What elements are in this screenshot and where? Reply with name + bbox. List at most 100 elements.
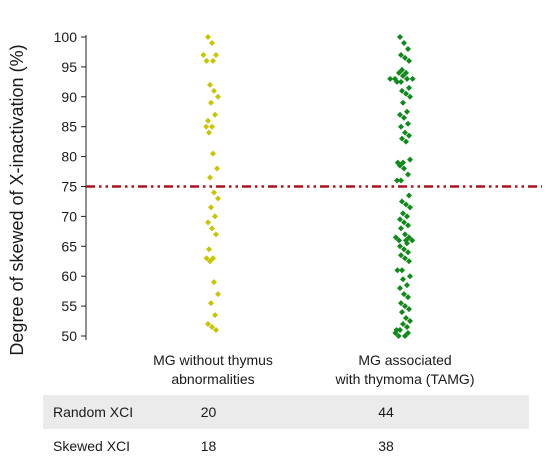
point-tamg [406, 84, 412, 91]
point-tamg [394, 267, 401, 274]
point-tamg [397, 243, 403, 250]
point-mg-without-thymus [212, 213, 218, 220]
point-tamg [404, 108, 410, 115]
point-mg-without-thymus [214, 165, 220, 172]
point-tamg [409, 75, 416, 82]
y-tick-label: 75 [61, 179, 77, 195]
count-mg-without-thymus: 18 [165, 429, 252, 463]
point-tamg [405, 222, 411, 229]
point-mg-without-thymus [205, 117, 211, 124]
row-label: Random XCI [43, 395, 165, 429]
point-mg-without-thymus [206, 129, 212, 136]
y-tick-label: 50 [61, 328, 77, 344]
point-mg-without-thymus [209, 225, 215, 232]
point-mg-without-thymus [213, 327, 219, 334]
point-tamg [405, 45, 411, 52]
point-tamg [402, 333, 408, 339]
point-mg-without-thymus [211, 189, 217, 196]
point-tamg [402, 303, 408, 310]
point-tamg [399, 267, 405, 274]
point-mg-without-thymus [207, 81, 213, 88]
row-label: Skewed XCI [43, 429, 165, 463]
point-tamg [401, 219, 407, 226]
point-mg-without-thymus [213, 51, 219, 58]
point-tamg [398, 252, 404, 259]
count-tamg: 38 [362, 429, 410, 463]
count-tamg: 44 [362, 395, 410, 429]
point-mg-without-thymus [205, 321, 211, 328]
point-tamg [407, 318, 413, 325]
point-tamg [396, 237, 402, 244]
point-mg-without-thymus [213, 231, 219, 238]
point-tamg [397, 327, 403, 334]
point-tamg [402, 255, 408, 262]
cell-spacer [410, 395, 529, 429]
point-tamg [407, 204, 413, 211]
point-mg-without-thymus [205, 34, 211, 40]
point-tamg [404, 240, 410, 247]
point-tamg [400, 99, 406, 106]
y-tick-label: 80 [61, 149, 77, 165]
point-mg-without-thymus [209, 324, 215, 331]
point-tamg [404, 324, 410, 331]
point-tamg [404, 282, 410, 289]
point-tamg [401, 291, 407, 298]
point-mg-without-thymus [211, 87, 217, 94]
data-points [200, 34, 416, 339]
point-tamg [396, 69, 402, 76]
category-label-line1: MG without thymus [153, 352, 273, 368]
point-mg-without-thymus [215, 291, 221, 298]
y-axis-title: Degree of skewed of X-inactivation (%) [7, 44, 27, 355]
point-mg-without-thymus [215, 195, 221, 202]
point-mg-without-thymus [208, 300, 214, 307]
point-tamg [404, 75, 410, 82]
y-tick-label: 55 [61, 298, 77, 314]
point-mg-without-thymus [203, 57, 210, 64]
point-tamg [406, 132, 412, 139]
point-tamg [405, 120, 411, 127]
point-tamg [403, 138, 409, 145]
y-axis-ticks: 50 55 60 65 70 75 80 85 90 95 100 [54, 29, 86, 344]
point-tamg [398, 78, 404, 85]
point-tamg [405, 294, 411, 301]
point-tamg [399, 198, 405, 205]
y-tick-label: 85 [61, 119, 77, 135]
point-tamg [407, 273, 413, 280]
cell-spacer [252, 429, 362, 463]
point-mg-without-thymus [203, 123, 210, 130]
y-tick-label: 90 [61, 89, 77, 105]
point-tamg [403, 90, 409, 97]
point-tamg [392, 234, 399, 241]
y-tick-label: 60 [61, 268, 77, 284]
point-tamg [398, 225, 404, 232]
point-mg-without-thymus [205, 219, 211, 226]
point-tamg [399, 309, 405, 316]
point-mg-without-thymus [212, 111, 218, 118]
point-tamg [402, 231, 408, 238]
point-tamg [395, 333, 402, 339]
point-tamg [407, 93, 413, 100]
point-tamg [402, 54, 408, 61]
point-tamg [394, 78, 400, 85]
point-mg-without-thymus [207, 258, 213, 265]
category-labels: MG without thymus abnormalities MG associa… [153, 352, 474, 387]
point-mg-without-thymus [212, 312, 218, 319]
point-mg-without-thymus [208, 99, 214, 106]
category-label-line2: with thymoma (TAMG) [335, 371, 475, 387]
count-mg-without-thymus: 20 [165, 395, 252, 429]
point-tamg [400, 72, 406, 79]
point-tamg [400, 321, 406, 328]
point-tamg [399, 135, 405, 142]
point-mg-without-thymus [210, 57, 216, 64]
category-label-line2: abnormalities [171, 371, 254, 387]
point-tamg [397, 285, 403, 292]
point-tamg [387, 75, 394, 82]
point-tamg [409, 237, 416, 244]
point-tamg [403, 201, 409, 208]
point-tamg [402, 129, 408, 136]
point-mg-without-thymus [211, 279, 217, 286]
point-tamg [397, 216, 403, 223]
point-tamg [394, 177, 400, 184]
point-tamg [392, 330, 399, 337]
point-tamg [398, 123, 404, 130]
